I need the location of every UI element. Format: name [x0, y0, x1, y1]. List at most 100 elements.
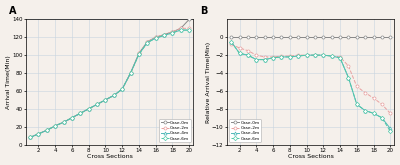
Case-6m: [271, 57, 276, 59]
Case-4m: [254, 59, 259, 61]
Case-2m: [86, 108, 91, 110]
Case-0m: [86, 108, 91, 110]
Case-4m: [95, 103, 100, 105]
Case-4m: [279, 56, 284, 58]
Case-4m: [120, 88, 124, 90]
Case-4m: [145, 42, 150, 44]
Case-4m: [262, 59, 267, 61]
Case-4m: [36, 133, 41, 135]
Case-4m: [346, 77, 351, 79]
Case-6m: [262, 59, 267, 61]
Case-6m: [254, 59, 259, 61]
Case-6m: [279, 56, 284, 58]
Case-6m: [120, 88, 124, 90]
Case-0m: [78, 112, 83, 114]
Line: Case-6m: Case-6m: [28, 29, 191, 139]
Case-2m: [338, 56, 342, 58]
Case-2m: [287, 55, 292, 57]
Case-4m: [237, 52, 242, 54]
Case-6m: [237, 52, 242, 54]
Case-2m: [128, 72, 133, 74]
Case-2m: [112, 94, 116, 96]
Case-2m: [237, 47, 242, 49]
Case-6m: [36, 133, 41, 135]
X-axis label: Cross Sections: Cross Sections: [288, 154, 334, 159]
Case-4m: [304, 54, 309, 56]
Case-2m: [246, 50, 250, 52]
Case-0m: [262, 36, 267, 38]
Case-6m: [78, 112, 83, 114]
Case-2m: [36, 133, 41, 135]
Case-0m: [229, 36, 234, 38]
Case-6m: [112, 94, 116, 96]
Case-2m: [371, 97, 376, 99]
Case-6m: [321, 54, 326, 56]
Case-4m: [187, 29, 192, 31]
Line: Case-0m: Case-0m: [28, 18, 191, 139]
Case-6m: [388, 130, 393, 132]
Case-4m: [103, 99, 108, 101]
Legend: Case-0m, Case-2m, Case-4m, Case-6m: Case-0m, Case-2m, Case-4m, Case-6m: [229, 119, 261, 142]
Case-4m: [312, 54, 317, 56]
Case-2m: [153, 36, 158, 38]
Case-2m: [380, 103, 384, 105]
Case-0m: [279, 36, 284, 38]
Case-0m: [346, 36, 351, 38]
Case-6m: [28, 136, 32, 138]
Case-0m: [44, 129, 49, 131]
Case-2m: [304, 54, 309, 56]
Case-0m: [145, 41, 150, 43]
Case-0m: [371, 36, 376, 38]
Case-2m: [187, 27, 192, 29]
Text: A: A: [9, 6, 17, 16]
Text: B: B: [200, 6, 208, 16]
Case-4m: [229, 41, 234, 43]
Case-4m: [162, 34, 166, 36]
Case-2m: [28, 136, 32, 138]
Case-4m: [112, 94, 116, 96]
Case-4m: [296, 55, 300, 57]
Case-6m: [246, 54, 250, 56]
Case-2m: [120, 88, 124, 90]
Case-0m: [271, 36, 276, 38]
Case-0m: [136, 52, 141, 54]
Case-4m: [338, 57, 342, 59]
Case-6m: [145, 42, 150, 44]
Case-2m: [170, 31, 175, 33]
Case-0m: [120, 88, 124, 90]
Case-4m: [170, 32, 175, 34]
Case-0m: [178, 27, 183, 29]
Case-6m: [170, 32, 175, 34]
Case-0m: [103, 99, 108, 101]
Y-axis label: Arrival Time(Min): Arrival Time(Min): [6, 55, 10, 109]
Case-2m: [279, 55, 284, 57]
Case-0m: [128, 72, 133, 74]
Case-6m: [44, 129, 49, 131]
Case-2m: [61, 121, 66, 123]
Case-6m: [153, 37, 158, 39]
Case-6m: [178, 29, 183, 31]
Line: Case-2m: Case-2m: [28, 27, 191, 139]
Case-2m: [103, 99, 108, 101]
Case-2m: [145, 41, 150, 43]
Case-6m: [103, 99, 108, 101]
Case-2m: [312, 54, 317, 56]
Case-6m: [287, 56, 292, 58]
Case-0m: [304, 36, 309, 38]
Case-6m: [371, 112, 376, 114]
Case-0m: [363, 36, 368, 38]
Case-0m: [321, 36, 326, 38]
Case-4m: [271, 57, 276, 59]
Line: Case-0m: Case-0m: [230, 36, 392, 39]
Case-2m: [271, 56, 276, 58]
Case-6m: [304, 54, 309, 56]
Case-4m: [329, 55, 334, 57]
Line: Case-6m: Case-6m: [230, 40, 392, 133]
Case-0m: [329, 36, 334, 38]
Case-0m: [254, 36, 259, 38]
Case-4m: [136, 53, 141, 55]
Case-4m: [246, 54, 250, 56]
Case-4m: [380, 117, 384, 119]
Case-6m: [296, 55, 300, 57]
Case-6m: [162, 34, 166, 36]
